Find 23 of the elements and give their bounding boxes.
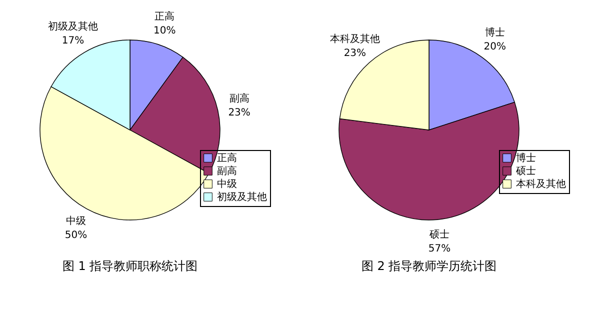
data-label: 23% xyxy=(344,48,366,59)
legend-label: 本科及其他 xyxy=(516,178,566,190)
legend-label: 正高 xyxy=(217,152,237,164)
slice-label: 副高 xyxy=(229,92,250,105)
slice-label: 正高 xyxy=(154,10,175,22)
legend-label: 硕士 xyxy=(515,165,536,177)
data-label: 17% xyxy=(62,36,84,47)
text: 图 1 指导教师职称统计图 xyxy=(62,259,198,273)
data-label: 10% xyxy=(153,25,176,36)
slice-label: 硕士 xyxy=(428,228,450,241)
slice-label: 博士 xyxy=(484,26,505,38)
slice-label: 初级及其他 xyxy=(48,20,98,33)
legend-label: 中级 xyxy=(217,178,237,190)
data-label: 50% xyxy=(64,230,88,242)
slice-label: 本科及其他 xyxy=(330,32,380,45)
legend-label: 初级及其他 xyxy=(217,191,267,203)
legend-label: 博士 xyxy=(516,152,536,164)
legend-label: 副高 xyxy=(217,165,237,177)
data-label: 23% xyxy=(228,108,250,119)
text: 图 2 指导教师学历统计图 xyxy=(361,259,497,273)
data-label: 20% xyxy=(484,41,506,52)
slice-label: 中级 xyxy=(66,215,86,228)
data-label: 57% xyxy=(428,244,451,255)
